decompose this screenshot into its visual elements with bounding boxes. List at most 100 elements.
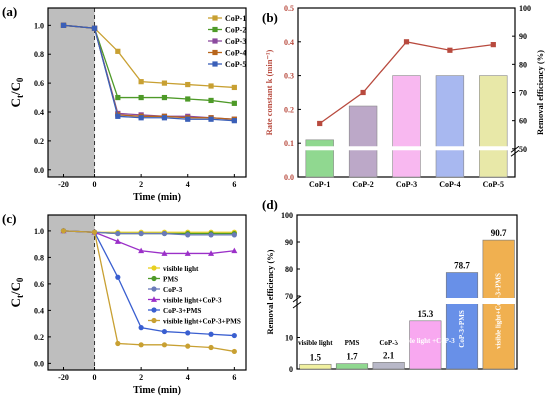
data-point xyxy=(161,94,168,101)
bar xyxy=(435,75,465,178)
legend-marker xyxy=(151,275,157,282)
bar xyxy=(409,320,442,370)
data-point xyxy=(447,47,453,53)
bar xyxy=(372,362,405,370)
axis-break-mark xyxy=(292,301,302,309)
x-tick-label: CoP-5 xyxy=(483,180,504,189)
data-point xyxy=(184,250,191,256)
data-point xyxy=(360,89,366,96)
data-point xyxy=(161,230,168,237)
legend-marker xyxy=(212,26,218,33)
x-tick-label: -20 xyxy=(58,373,69,382)
legend-label: PMS xyxy=(163,276,178,284)
bar xyxy=(482,239,515,370)
data-point xyxy=(138,342,144,348)
data-point xyxy=(138,79,144,85)
y-tick-label-right: 50 xyxy=(519,145,527,154)
data-point xyxy=(161,115,168,121)
data-point xyxy=(91,25,98,31)
x-tick-label: 6 xyxy=(232,373,236,382)
bar xyxy=(479,75,508,178)
y-axis-label-left: Rate constant k (min⁻¹) xyxy=(264,50,274,136)
data-point xyxy=(231,232,237,238)
y-tick-label: 0.8 xyxy=(34,253,44,262)
data-point xyxy=(115,274,121,280)
series-line-3 xyxy=(63,230,235,255)
bar-value-label: 90.7 xyxy=(491,228,507,238)
legend-label: CoP-4 xyxy=(225,49,246,58)
y-tick-label: 1.0 xyxy=(34,21,44,30)
data-point xyxy=(60,228,67,234)
y-label-c: C xyxy=(8,298,23,307)
data-point xyxy=(138,325,144,331)
legend-label: CoP-5 xyxy=(225,60,246,69)
legend-label: visible light xyxy=(163,265,199,273)
data-point xyxy=(115,94,121,101)
data-point xyxy=(185,343,191,349)
y-tick-label: 80 xyxy=(285,265,293,274)
dark-region xyxy=(48,8,95,177)
y-axis-label: Ct/C0 xyxy=(8,77,25,107)
plot-frame xyxy=(296,214,518,370)
x-tick-label: 0 xyxy=(93,373,97,382)
data-point xyxy=(115,340,121,347)
legend-marker xyxy=(151,265,157,271)
y-tick-label: 0.0 xyxy=(34,166,44,175)
data-point xyxy=(185,116,191,122)
legend-label: CoP-1 xyxy=(225,14,246,23)
bar xyxy=(305,139,334,178)
y-tick-label-right: 70 xyxy=(519,89,527,98)
data-point xyxy=(208,97,214,104)
panel-b: CoP-1 CoP-2 CoP-3 CoP-4 CoP-5 0.0 0.1 0.2 0.3 0.4… xyxy=(262,4,545,189)
x-tick-label: CoP-4 xyxy=(439,180,460,189)
data-point xyxy=(185,96,191,102)
legend-marker xyxy=(151,286,157,292)
data-point xyxy=(91,229,98,235)
y-label-sub-0: 0 xyxy=(15,77,25,82)
x-tick-label: -20 xyxy=(58,180,69,189)
y-tick-label-left: 0.4 xyxy=(284,38,294,47)
panel-label: (a) xyxy=(2,4,17,19)
legend-marker xyxy=(212,49,218,56)
data-point xyxy=(490,42,496,48)
legend-label: CoP-3 xyxy=(225,37,246,46)
data-point xyxy=(208,250,215,256)
legend-label: CoP-3 xyxy=(163,286,183,294)
x-tick-label: 2 xyxy=(139,373,143,382)
data-point xyxy=(185,330,191,336)
bar-value-label: 1.7 xyxy=(346,352,358,362)
y-tick-label: 0.4 xyxy=(34,108,44,117)
axis-break-mark xyxy=(510,149,520,157)
data-point xyxy=(161,80,168,86)
y-tick-label: 10 xyxy=(285,334,293,343)
legend-marker xyxy=(212,38,218,44)
panel-d: 1.5 1.7 2.1 15.3 78.7 90.7 visible light PMS CoP… xyxy=(262,197,518,374)
y-axis-label: Ct/C0 xyxy=(8,277,25,307)
bar-value-label: 2.1 xyxy=(383,350,395,360)
series-line-2 xyxy=(63,230,235,236)
y-tick-label-right: 90 xyxy=(519,32,527,41)
y-tick-label-left: 0.0 xyxy=(284,173,294,182)
panel-label: (b) xyxy=(262,10,278,25)
y-label-sub-t: t xyxy=(15,295,25,298)
bar-value-label: 78.7 xyxy=(454,261,470,271)
data-point xyxy=(185,81,191,88)
bar xyxy=(445,272,479,370)
data-point xyxy=(185,232,191,238)
data-point xyxy=(403,39,410,45)
series-line-0 xyxy=(63,24,235,89)
bar-value-label: 15.3 xyxy=(417,309,433,319)
bar xyxy=(299,363,332,370)
axis-break xyxy=(299,146,514,151)
bar-label: CoP-3+PMS xyxy=(458,310,466,348)
data-point xyxy=(231,332,237,339)
data-point xyxy=(115,113,121,119)
x-tick-label: 4 xyxy=(186,180,190,189)
series-line-5 xyxy=(63,230,235,353)
data-point xyxy=(115,230,121,237)
y-axis-label: Removal efficiency (%) xyxy=(265,249,275,334)
data-point xyxy=(60,22,67,28)
x-tick-label: 6 xyxy=(232,180,236,189)
y-tick-label: 0.2 xyxy=(34,333,44,342)
